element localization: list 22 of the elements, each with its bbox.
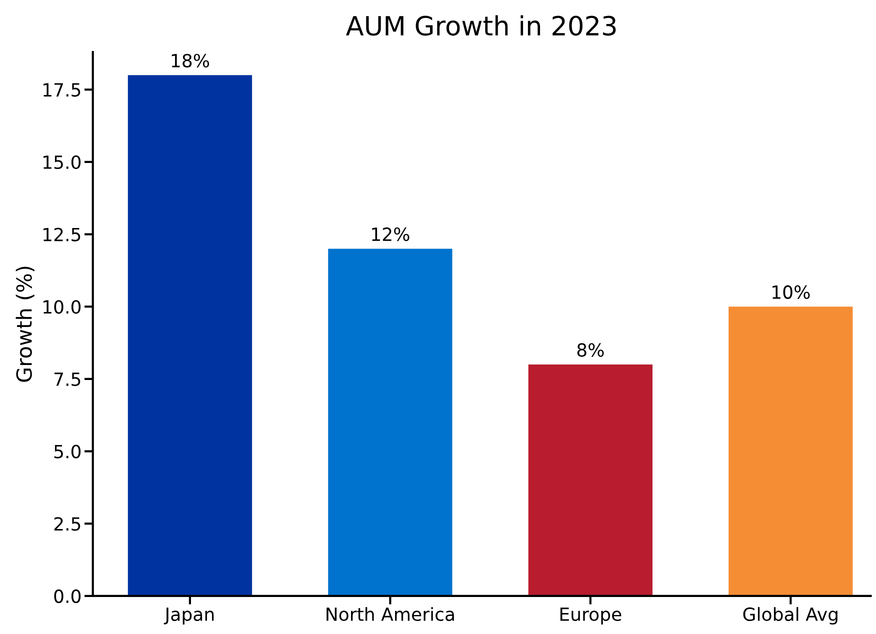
data-label: 18% bbox=[172, 54, 210, 68]
x-tick-label: Europe bbox=[560, 608, 622, 625]
x-tick-label: North America bbox=[326, 607, 454, 622]
y-tick-label: 0.0 bbox=[54, 589, 81, 604]
y-tick-label: 10.0 bbox=[44, 300, 81, 314]
bar bbox=[128, 75, 252, 596]
data-label: 8% bbox=[577, 343, 604, 357]
bar bbox=[728, 306, 853, 596]
y-tick-label: 15.0 bbox=[44, 155, 81, 170]
y-tick-label: 5.0 bbox=[54, 444, 81, 458]
x-tick-label: Japan bbox=[164, 608, 214, 625]
y-tick-label: 2.5 bbox=[54, 517, 80, 531]
bar bbox=[328, 248, 452, 596]
data-label: 10% bbox=[772, 285, 810, 299]
y-axis-title: Growth (%) bbox=[16, 266, 34, 382]
y-tick-label: 7.5 bbox=[54, 372, 80, 386]
data-label: 12% bbox=[372, 227, 410, 242]
x-tick-label: Global Avg bbox=[743, 607, 838, 625]
y-tick-label: 12.5 bbox=[44, 228, 80, 242]
bar bbox=[528, 364, 652, 596]
chart-title: AUM Growth in 2023 bbox=[346, 15, 616, 36]
y-tick-label: 17.5 bbox=[44, 83, 80, 97]
